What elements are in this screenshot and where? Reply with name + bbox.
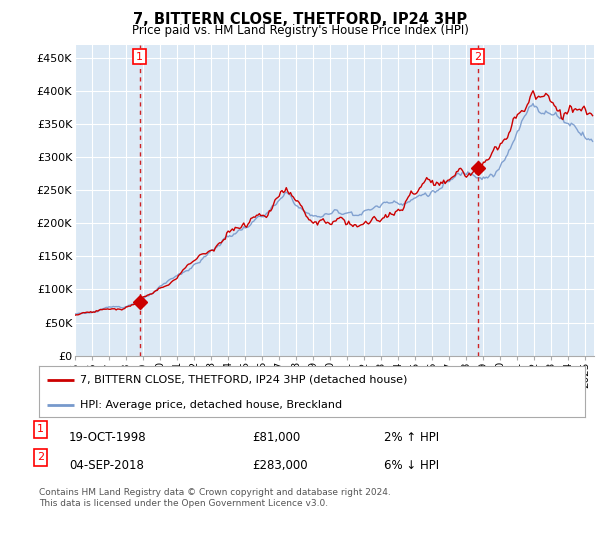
Text: 2% ↑ HPI: 2% ↑ HPI (384, 431, 439, 444)
Text: 1: 1 (136, 52, 143, 62)
Text: 04-SEP-2018: 04-SEP-2018 (69, 459, 144, 472)
Text: HPI: Average price, detached house, Breckland: HPI: Average price, detached house, Brec… (80, 400, 342, 410)
Text: 7, BITTERN CLOSE, THETFORD, IP24 3HP (detached house): 7, BITTERN CLOSE, THETFORD, IP24 3HP (de… (80, 375, 407, 385)
Text: 7, BITTERN CLOSE, THETFORD, IP24 3HP: 7, BITTERN CLOSE, THETFORD, IP24 3HP (133, 12, 467, 27)
Text: 1: 1 (37, 424, 44, 435)
Text: Price paid vs. HM Land Registry's House Price Index (HPI): Price paid vs. HM Land Registry's House … (131, 24, 469, 37)
Text: 19-OCT-1998: 19-OCT-1998 (69, 431, 146, 444)
Text: Contains HM Land Registry data © Crown copyright and database right 2024.
This d: Contains HM Land Registry data © Crown c… (39, 488, 391, 508)
Text: £81,000: £81,000 (252, 431, 300, 444)
Text: £283,000: £283,000 (252, 459, 308, 472)
Text: 2: 2 (474, 52, 481, 62)
Text: 6% ↓ HPI: 6% ↓ HPI (384, 459, 439, 472)
Text: 2: 2 (37, 452, 44, 463)
